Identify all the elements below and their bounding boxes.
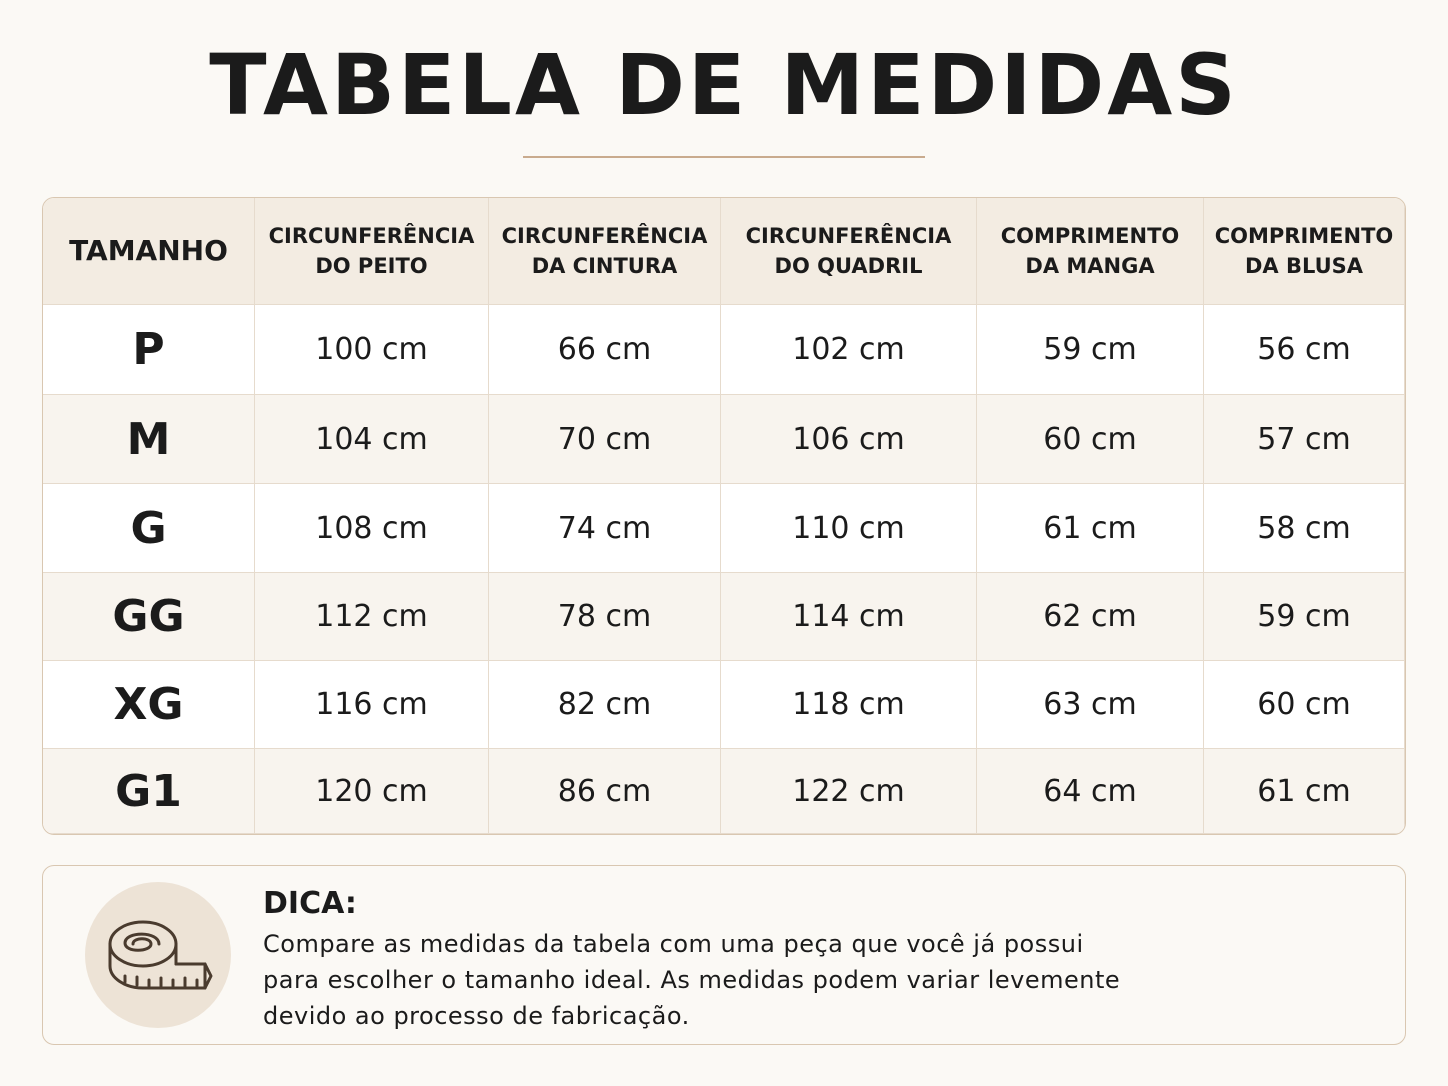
- size-table: TAMANHO CIRCUNFERÊNCIA DO PEITO CIRCUNFERÊN…: [42, 197, 1406, 835]
- value-cell: 106 cm: [721, 395, 977, 484]
- header-cell: COMPRIMENTO DA MANGA: [977, 198, 1204, 305]
- size-cell: XG: [43, 661, 255, 749]
- header-line: DO PEITO: [315, 254, 428, 278]
- value-cell: 60 cm: [1204, 661, 1405, 749]
- value-cell: 86 cm: [489, 749, 721, 834]
- value-cell: 63 cm: [977, 661, 1204, 749]
- value-cell: 110 cm: [721, 484, 977, 573]
- value-cell: 118 cm: [721, 661, 977, 749]
- value-cell: 122 cm: [721, 749, 977, 834]
- value-cell: 57 cm: [1204, 395, 1405, 484]
- header-line: COMPRIMENTO: [1214, 224, 1394, 248]
- tip-text: Compare as medidas da tabela com uma peç…: [263, 926, 1120, 1034]
- tape-measure-icon: [85, 882, 231, 1028]
- header-line: DA CINTURA: [531, 254, 678, 278]
- header-cell: COMPRIMENTO DA BLUSA: [1204, 198, 1405, 305]
- size-cell: P: [43, 305, 255, 395]
- value-cell: 108 cm: [255, 484, 489, 573]
- value-cell: 64 cm: [977, 749, 1204, 834]
- value-cell: 78 cm: [489, 573, 721, 661]
- value-cell: 59 cm: [1204, 573, 1405, 661]
- value-cell: 60 cm: [977, 395, 1204, 484]
- divider: [523, 156, 925, 158]
- size-cell: GG: [43, 573, 255, 661]
- header-line: CIRCUNFERÊNCIA: [268, 224, 475, 248]
- value-cell: 74 cm: [489, 484, 721, 573]
- value-cell: 82 cm: [489, 661, 721, 749]
- header-line: CIRCUNFERÊNCIA: [501, 224, 708, 248]
- value-cell: 102 cm: [721, 305, 977, 395]
- value-cell: 58 cm: [1204, 484, 1405, 573]
- size-cell: G: [43, 484, 255, 573]
- value-cell: 114 cm: [721, 573, 977, 661]
- tip-label: DICA:: [263, 886, 357, 921]
- tip-line: devido ao processo de fabricação.: [263, 1002, 690, 1030]
- header-line: DA MANGA: [1025, 254, 1155, 278]
- header-line: COMPRIMENTO: [1000, 224, 1180, 248]
- value-cell: 112 cm: [255, 573, 489, 661]
- tip-box: DICA: Compare as medidas da tabela com u…: [42, 865, 1406, 1045]
- header-cell: CIRCUNFERÊNCIA DA CINTURA: [489, 198, 721, 305]
- size-cell: M: [43, 395, 255, 484]
- size-cell: G1: [43, 749, 255, 834]
- header-line: TAMANHO: [69, 234, 228, 267]
- header-line: DA BLUSA: [1244, 254, 1364, 278]
- value-cell: 59 cm: [977, 305, 1204, 395]
- value-cell: 61 cm: [1204, 749, 1405, 834]
- value-cell: 66 cm: [489, 305, 721, 395]
- tip-line: Compare as medidas da tabela com uma peç…: [263, 930, 1084, 958]
- value-cell: 100 cm: [255, 305, 489, 395]
- header-cell: CIRCUNFERÊNCIA DO PEITO: [255, 198, 489, 305]
- value-cell: 104 cm: [255, 395, 489, 484]
- value-cell: 62 cm: [977, 573, 1204, 661]
- header-line: CIRCUNFERÊNCIA: [745, 224, 952, 248]
- header-line: DO QUADRIL: [774, 254, 923, 278]
- page-title: TABELA DE MEDIDAS: [209, 36, 1239, 134]
- header-cell: CIRCUNFERÊNCIA DO QUADRIL: [721, 198, 977, 305]
- value-cell: 56 cm: [1204, 305, 1405, 395]
- header-cell: TAMANHO: [43, 198, 255, 305]
- tip-line: para escolher o tamanho ideal. As medida…: [263, 966, 1121, 994]
- value-cell: 120 cm: [255, 749, 489, 834]
- value-cell: 70 cm: [489, 395, 721, 484]
- value-cell: 61 cm: [977, 484, 1204, 573]
- value-cell: 116 cm: [255, 661, 489, 749]
